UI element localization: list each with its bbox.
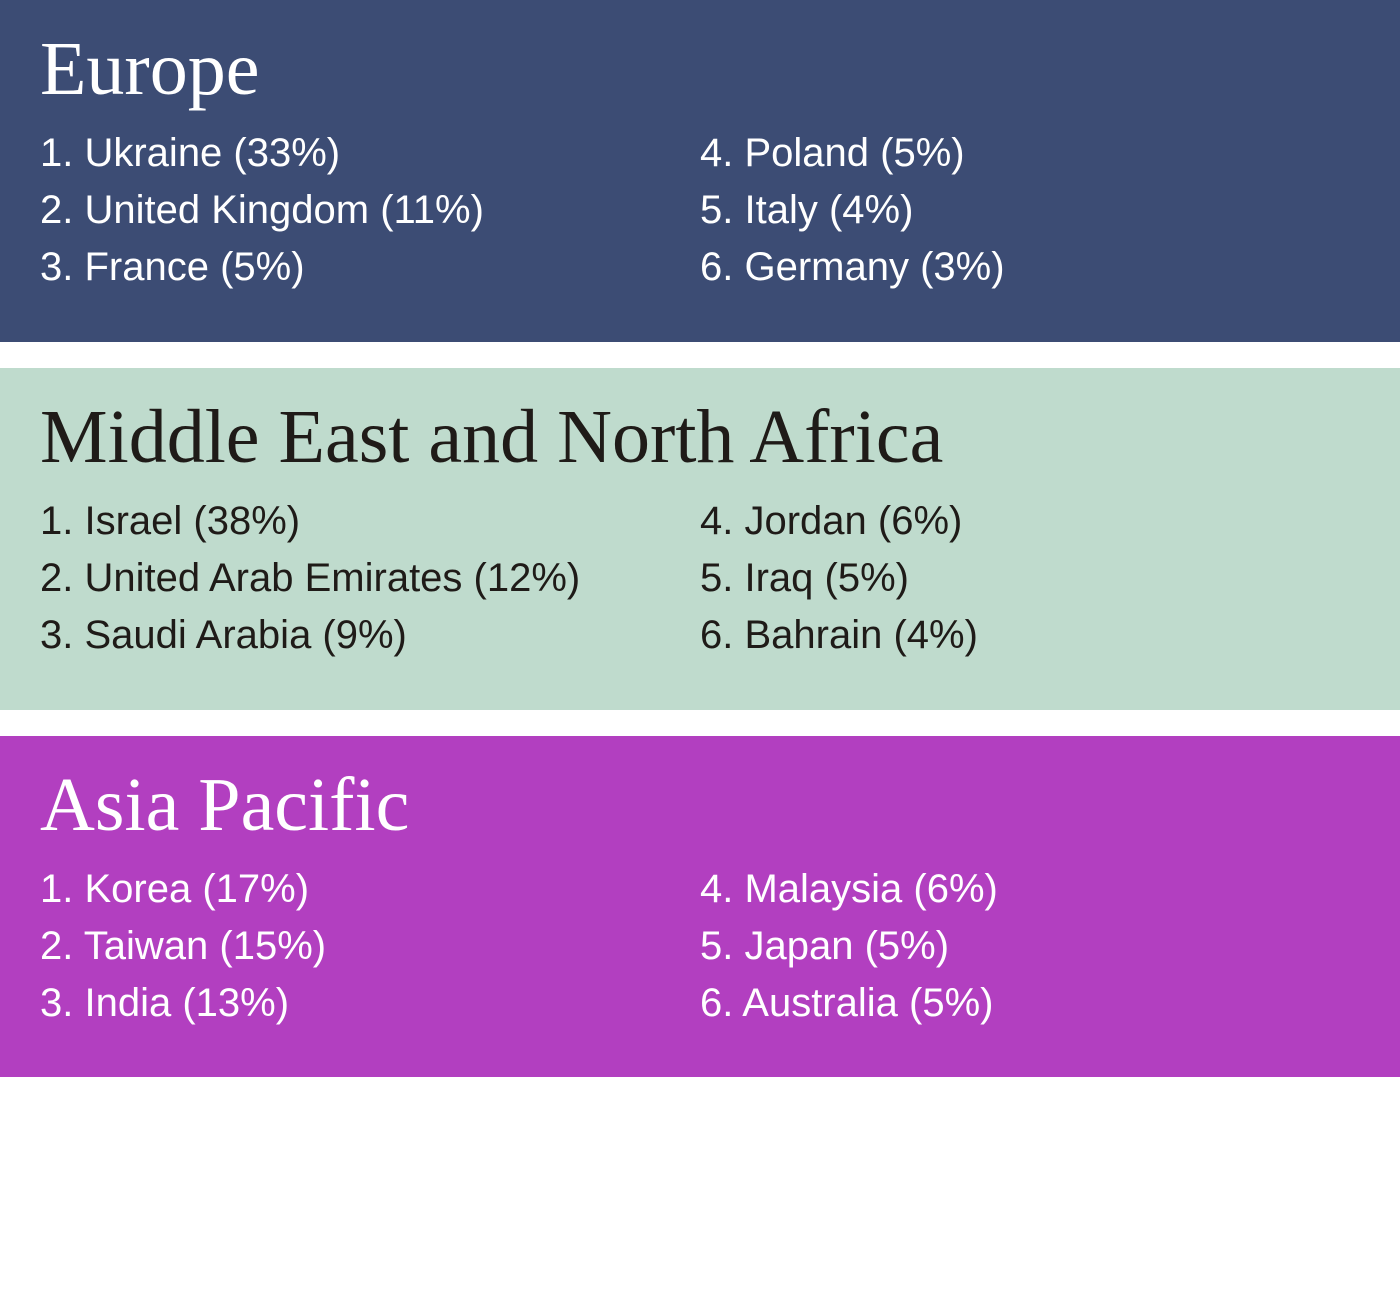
list-item: 1. Korea (17%) <box>40 861 700 918</box>
region-columns: 1. Ukraine (33%) 2. United Kingdom (11%)… <box>40 125 1360 295</box>
list-item: 5. Iraq (5%) <box>700 550 1360 607</box>
list-item: 3. India (13%) <box>40 975 700 1032</box>
list-item: 6. Germany (3%) <box>700 239 1360 296</box>
list-item: 3. France (5%) <box>40 239 700 296</box>
list-item: 3. Saudi Arabia (9%) <box>40 607 700 664</box>
region-asia-pacific: Asia Pacific 1. Korea (17%) 2. Taiwan (1… <box>0 736 1400 1078</box>
region-columns: 1. Israel (38%) 2. United Arab Emirates … <box>40 493 1360 663</box>
region-column-right: 4. Malaysia (6%) 5. Japan (5%) 6. Austra… <box>700 861 1360 1031</box>
region-column-right: 4. Jordan (6%) 5. Iraq (5%) 6. Bahrain (… <box>700 493 1360 663</box>
list-item: 4. Jordan (6%) <box>700 493 1360 550</box>
region-europe: Europe 1. Ukraine (33%) 2. United Kingdo… <box>0 0 1400 342</box>
region-columns: 1. Korea (17%) 2. Taiwan (15%) 3. India … <box>40 861 1360 1031</box>
region-column-left: 1. Ukraine (33%) 2. United Kingdom (11%)… <box>40 125 700 295</box>
list-item: 5. Japan (5%) <box>700 918 1360 975</box>
list-item: 2. Taiwan (15%) <box>40 918 700 975</box>
region-title: Asia Pacific <box>40 762 1360 849</box>
list-item: 1. Israel (38%) <box>40 493 700 550</box>
list-item: 2. United Arab Emirates (12%) <box>40 550 700 607</box>
region-mena: Middle East and North Africa 1. Israel (… <box>0 368 1400 710</box>
list-item: 6. Bahrain (4%) <box>700 607 1360 664</box>
list-item: 2. United Kingdom (11%) <box>40 182 700 239</box>
region-title: Middle East and North Africa <box>40 394 1360 481</box>
list-item: 1. Ukraine (33%) <box>40 125 700 182</box>
list-item: 4. Poland (5%) <box>700 125 1360 182</box>
region-title: Europe <box>40 26 1360 113</box>
list-item: 4. Malaysia (6%) <box>700 861 1360 918</box>
list-item: 6. Australia (5%) <box>700 975 1360 1032</box>
region-column-left: 1. Israel (38%) 2. United Arab Emirates … <box>40 493 700 663</box>
region-gap <box>0 342 1400 368</box>
region-column-right: 4. Poland (5%) 5. Italy (4%) 6. Germany … <box>700 125 1360 295</box>
region-column-left: 1. Korea (17%) 2. Taiwan (15%) 3. India … <box>40 861 700 1031</box>
list-item: 5. Italy (4%) <box>700 182 1360 239</box>
region-gap <box>0 710 1400 736</box>
